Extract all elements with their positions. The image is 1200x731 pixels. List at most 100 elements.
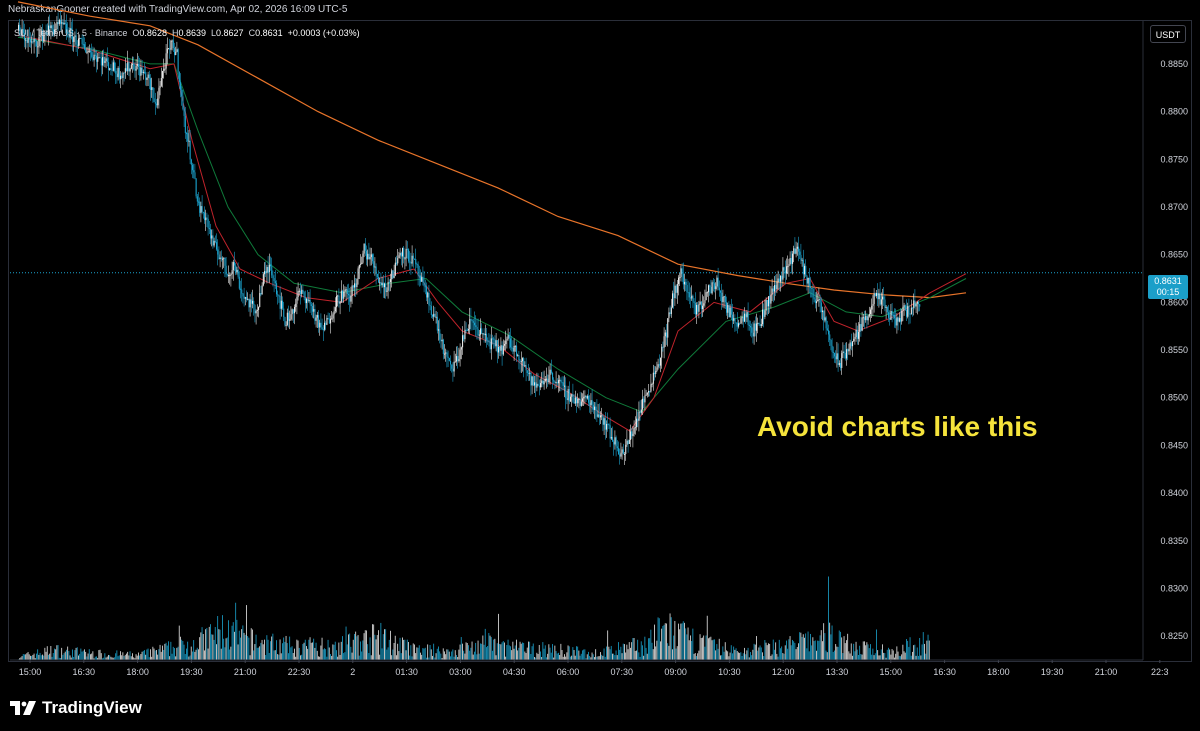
candle-body <box>692 295 694 302</box>
volume-bar <box>622 643 624 660</box>
volume-bar <box>668 645 670 660</box>
volume-bar <box>34 658 36 660</box>
volume-bar <box>602 655 604 660</box>
volume-bar <box>451 651 453 660</box>
candle-body <box>379 282 381 284</box>
candle-body <box>402 247 404 257</box>
volume-bar <box>685 628 687 660</box>
candle-body <box>624 453 626 455</box>
volume-bar <box>457 657 459 660</box>
volume-bar <box>585 658 587 660</box>
candle-body <box>901 310 903 322</box>
volume-bar <box>447 649 449 660</box>
candle-body <box>782 267 784 280</box>
volume-bar <box>906 639 907 660</box>
candle-body <box>601 415 603 417</box>
candle-body <box>54 29 56 35</box>
candle-body <box>502 345 504 355</box>
volume-bar <box>883 652 885 660</box>
volume-bar <box>73 656 75 660</box>
volume-bar <box>278 654 280 660</box>
volume-bar <box>544 645 546 660</box>
candle-body <box>867 316 869 321</box>
volume-bar <box>523 642 525 660</box>
candle-body <box>271 266 273 276</box>
candle-body <box>427 292 429 298</box>
candle-body <box>568 389 570 402</box>
candle-body <box>816 301 818 304</box>
volume-bar <box>337 656 339 660</box>
candle-body <box>229 275 231 277</box>
candle-body <box>123 72 125 74</box>
candle-body <box>732 314 734 321</box>
candle-body <box>512 347 514 352</box>
candle-body <box>476 326 478 330</box>
chart-credit: NebraskanGooner created with TradingView… <box>8 4 348 15</box>
volume-bar <box>586 654 588 660</box>
y-tick-label: 0.8550 <box>1160 345 1188 355</box>
volume-bar <box>106 656 108 660</box>
candle-body <box>741 316 743 319</box>
candle-body <box>56 22 58 30</box>
volume-bar <box>782 653 784 660</box>
symbol-name[interactable]: SUI / TetherUS · 5 · Binance <box>14 28 128 38</box>
volume-bar <box>386 649 388 660</box>
volume-bar <box>672 649 673 660</box>
volume-bar <box>172 646 174 660</box>
volume-bar <box>416 647 418 660</box>
candle-body <box>420 275 422 282</box>
candle-body <box>652 372 654 384</box>
volume-bar <box>324 648 325 660</box>
candle-body <box>118 67 120 80</box>
candle-body <box>34 39 36 41</box>
candles <box>18 11 921 466</box>
volume-bar <box>129 651 131 660</box>
volume-bar <box>151 656 153 660</box>
candle-body <box>530 372 532 386</box>
currency-button[interactable]: USDT <box>1150 25 1186 43</box>
volume-bar <box>64 651 66 660</box>
volume-bar <box>638 652 640 660</box>
candle-body <box>498 346 500 353</box>
candle-body <box>772 288 774 292</box>
candle-body <box>808 277 810 287</box>
y-tick-label: 0.8650 <box>1160 250 1188 260</box>
candle-body <box>753 323 755 337</box>
volume-bar <box>140 654 142 660</box>
volume-bar <box>874 653 876 660</box>
candle-body <box>182 96 184 110</box>
volume-bar <box>667 643 669 660</box>
volume-bar <box>543 648 545 660</box>
candle-body <box>634 427 636 429</box>
volume-bar <box>907 640 909 660</box>
footer-brand[interactable]: TradingView <box>10 697 142 719</box>
volume-bar <box>322 649 324 660</box>
candle-body <box>278 295 280 297</box>
volume-bar <box>598 656 600 660</box>
candle-body <box>607 423 609 425</box>
volume-bar <box>594 657 595 660</box>
volume-bar <box>495 655 497 660</box>
candle-body <box>807 277 809 284</box>
volume-bar <box>614 655 616 660</box>
candle-body <box>332 314 334 319</box>
volume-bar <box>216 644 217 660</box>
volume-bar <box>126 653 127 660</box>
candle-body <box>50 25 52 29</box>
candle-body <box>769 296 771 304</box>
candle-body <box>284 316 286 326</box>
volume-bar <box>31 655 33 660</box>
volume-bar <box>739 653 741 660</box>
volume-bar <box>789 636 791 660</box>
candle-body <box>450 360 452 365</box>
candle-body <box>738 323 740 327</box>
candle-body <box>585 395 587 399</box>
candle-body <box>627 440 629 444</box>
candle-body <box>876 293 878 297</box>
candle-body <box>184 115 186 134</box>
volume-bar <box>478 653 480 660</box>
candle-body <box>859 324 861 332</box>
candle-body <box>673 293 675 299</box>
volume-bar <box>193 640 195 660</box>
